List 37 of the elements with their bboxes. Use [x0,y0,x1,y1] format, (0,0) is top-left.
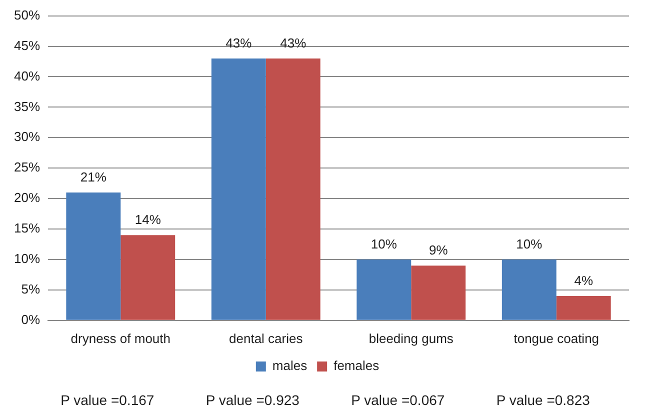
data-label: 10% [370,236,398,252]
y-tick-label: 40% [14,68,40,84]
bar [66,192,121,320]
bar [556,296,611,320]
text: P value =0.067 [351,392,445,408]
data-label: 43% [226,36,252,51]
y-tick-label: 10% [14,251,40,266]
data-label: 14% [134,212,162,228]
bar [502,259,556,320]
data-label: 4% [574,273,594,288]
y-tick-label: 45% [14,38,40,53]
y-tick-label: 15% [14,220,40,236]
data-label: 43% [280,36,307,51]
bar [120,235,176,320]
bar [356,259,412,320]
legend-label: females [334,358,380,374]
y-tick-label: 5% [21,282,40,297]
y-tick-label: 35% [14,98,40,114]
text: P value =0.923 [206,392,300,408]
x-tick-label: dryness of mouth [70,330,170,346]
y-tick-label: 0% [21,312,40,327]
y-tick-label: 30% [14,129,40,144]
data-label: 10% [516,236,543,252]
x-tick-label: bleeding gums [368,330,454,346]
y-tick-label: 20% [14,190,40,206]
text: P value =0.167 [60,392,154,408]
bar [211,58,266,320]
x-tick-label: dental caries [229,330,304,346]
bar [411,266,466,320]
x-tick-label: tongue coating [514,330,600,346]
data-label: 9% [428,242,448,258]
y-tick-label: 25% [14,160,40,175]
bar [266,58,320,320]
data-label: 21% [80,170,107,185]
y-tick-label: 50% [14,7,40,22]
text: P value =0.823 [496,392,590,408]
legend-label: males [272,358,308,374]
